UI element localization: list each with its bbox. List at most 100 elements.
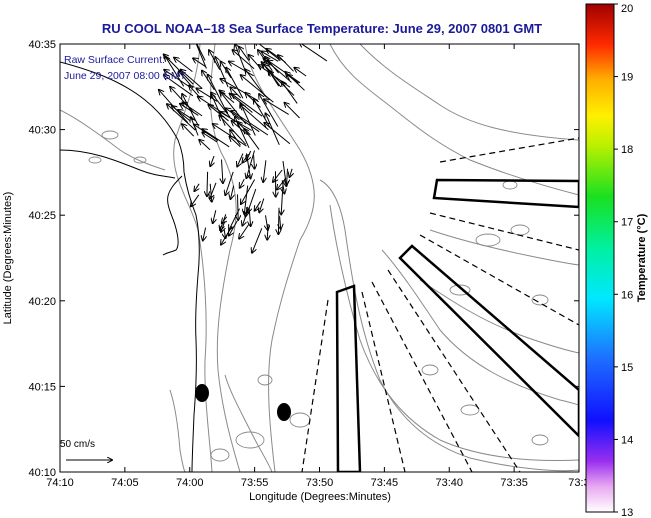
x-tick-label: 73:35 [500,477,528,489]
current-vector [203,227,206,241]
current-vector [230,130,241,146]
x-tick-label: 73:50 [306,477,334,489]
current-vector [277,177,287,190]
current-vector [178,110,194,121]
y-tick-label: 40:15 [28,381,56,393]
current-vector [225,171,234,195]
current-vector [210,182,217,199]
current-vector [222,159,223,184]
current-vector [285,103,300,119]
y-tick-label: 40:30 [28,125,56,137]
current-vector [191,194,200,206]
current-vector [282,82,298,104]
current-vector [259,198,265,213]
current-vector [255,44,281,61]
survey-boxes [335,178,579,472]
current-vector [230,94,253,113]
current-vector [264,123,291,145]
current-vector [181,70,203,89]
y-tick-label: 40:25 [28,210,56,222]
y-tick-label: 40:20 [28,296,56,308]
station-marker-east [277,403,291,421]
current-vector [209,50,221,71]
colorbar-tick-label: 14 [621,434,633,446]
x-tick-label: 73:40 [435,477,463,489]
current-vector [278,207,279,234]
colorbar-tick-label: 18 [621,144,633,156]
x-axis-ticks: 74:10 74:05 74:00 73:55 73:50 73:45 73:40 73:35… [46,44,590,489]
current-vector [213,210,216,223]
current-vector [263,160,266,182]
current-vector [193,58,206,67]
annotation-line-2: June 29, 2007 08:00 GMT [64,70,187,82]
current-vector [195,44,207,69]
current-vector [230,87,242,99]
colorbar-tick-label: 19 [621,72,633,84]
x-tick-label: 74:10 [46,477,74,489]
current-vector [219,91,235,103]
current-vector [199,140,211,151]
current-vector [290,168,293,177]
x-axis-label: Longitude (Degrees:Minutes) [249,491,391,503]
bathymetry-blobs [88,130,549,462]
station-marker-west [195,384,209,402]
current-vector [210,155,214,166]
current-vector [264,99,289,115]
current-vector [211,94,226,126]
current-vector [232,94,263,117]
current-vector [255,200,262,211]
current-vector [174,58,193,72]
current-vector [241,179,256,205]
current-vector [247,150,251,160]
current-vector [266,215,268,230]
current-vector [245,69,266,97]
current-vector [233,50,255,70]
coastline [60,61,200,472]
current-vector [259,65,291,88]
current-vector [244,185,249,214]
bathymetry-contours [60,44,579,472]
radar-beams [301,137,579,472]
current-vector [240,103,256,136]
current-vector [220,92,247,125]
current-vector [282,161,286,186]
current-vector [266,49,286,63]
current-vector [239,224,250,238]
current-vector [230,137,241,148]
current-vector [273,169,283,182]
current-vector [182,124,195,137]
colorbar-tick-label: 16 [621,289,633,301]
colorbar-tick-label: 13 [621,507,633,518]
x-tick-label: 73:55 [241,477,269,489]
current-vector [240,178,245,188]
current-vector [231,185,234,199]
current-vector [239,47,250,61]
current-vector [261,51,279,62]
current-vector [244,129,260,150]
current-vector [299,44,328,62]
current-vector [280,216,281,229]
current-vector [294,68,307,77]
colorbar [585,3,615,513]
annotation-line-1: Raw Surface Current: [64,54,165,66]
colorbar-ticks: 13 14 15 16 17 18 19 20 [614,3,633,518]
current-vector [196,44,206,61]
figure-title: RU COOL NOAA–18 Sea Surface Temperature:… [102,21,542,36]
current-vector [241,75,274,103]
current-vector [229,62,254,77]
map-area [60,44,579,472]
current-vector [194,183,199,191]
current-vector [252,228,263,252]
current-vector [229,208,240,230]
x-tick-label: 73:45 [371,477,399,489]
current-vector [221,62,232,79]
x-tick-label: 74:00 [176,477,204,489]
scale-label: 50 cm/s [60,439,95,450]
current-vector [164,70,191,88]
current-vector [164,75,194,97]
x-tick-label: 74:05 [111,477,139,489]
current-vector [238,194,239,220]
current-vector [237,153,244,167]
current-vector [226,68,244,99]
